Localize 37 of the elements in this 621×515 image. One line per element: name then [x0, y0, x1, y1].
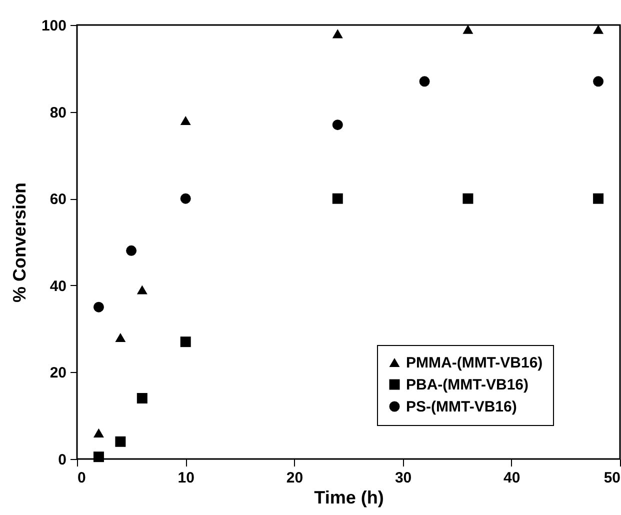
- point: [462, 193, 474, 204]
- point: [115, 332, 126, 342]
- x-tick-label: 10: [178, 470, 194, 486]
- legend-label: PMMA-(MMT-VB16): [406, 354, 543, 372]
- y-tick-label: 60: [50, 191, 66, 208]
- point: [180, 193, 191, 204]
- point: [332, 193, 343, 204]
- point: [180, 336, 191, 348]
- point: [126, 245, 137, 256]
- point: [332, 29, 343, 38]
- x-axis-title: Time (h): [314, 488, 384, 508]
- point: [332, 120, 343, 130]
- point: [93, 302, 104, 312]
- point: [593, 24, 604, 34]
- point: [419, 76, 430, 87]
- y-tick-label: 100: [41, 18, 66, 34]
- y-tick-label: 20: [50, 364, 66, 382]
- point: [180, 116, 191, 126]
- point: [136, 285, 148, 294]
- y-tick-label: 80: [50, 104, 66, 122]
- y-tick-label: 0: [58, 452, 66, 468]
- point: [93, 428, 104, 438]
- point: [115, 436, 126, 447]
- legend-label: PS-(MMT-VB16): [406, 398, 517, 416]
- x-tick-label: 30: [394, 470, 412, 486]
- legend-label: PBA-(MMT-VB16): [406, 376, 528, 394]
- point: [136, 392, 148, 404]
- point: [93, 452, 104, 462]
- x-tick-label: 0: [78, 470, 86, 486]
- point: [462, 24, 474, 34]
- x-tick-label: 20: [286, 470, 304, 486]
- x-tick-label: 50: [604, 470, 620, 486]
- point: [593, 193, 604, 204]
- point: [593, 76, 604, 87]
- y-tick-label: 40: [50, 278, 66, 295]
- x-tick-label: 40: [504, 470, 520, 486]
- y-axis-title: % Conversion: [9, 182, 30, 303]
